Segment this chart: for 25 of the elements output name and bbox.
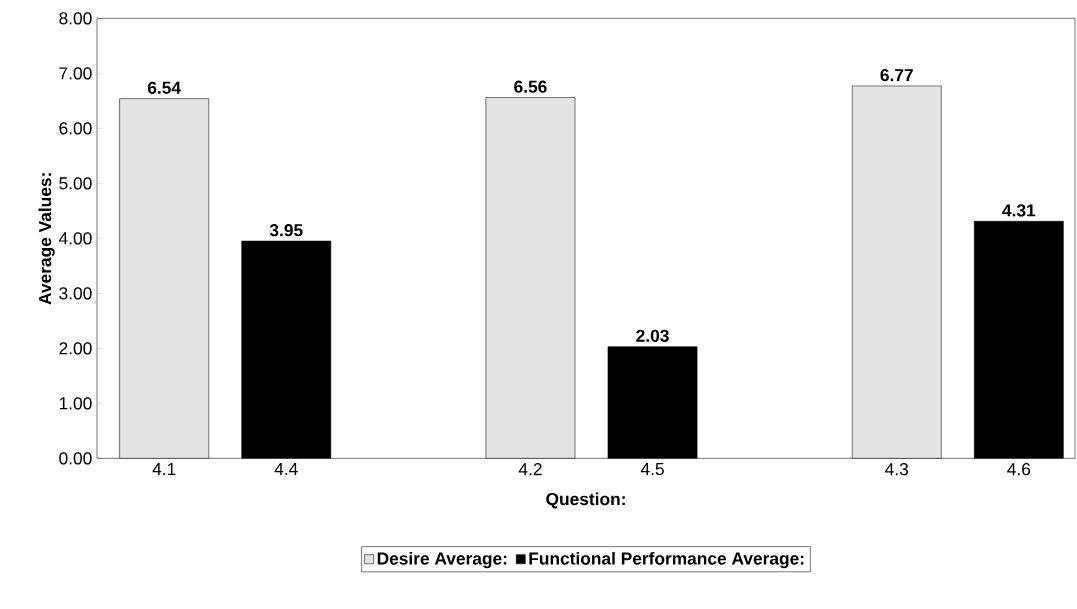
- data-label: 6.77: [880, 68, 913, 82]
- x-axis-title: Question:: [546, 492, 625, 509]
- y-tick-label: 3.00: [59, 287, 92, 300]
- x-tick-label: 4.6: [1007, 463, 1031, 476]
- data-label: 4.31: [1002, 204, 1036, 217]
- y-tick-label: 8.00: [59, 12, 92, 25]
- y-tick-label: 0.00: [59, 452, 92, 465]
- data-label: 2.03: [636, 329, 669, 342]
- x-tick-label: 4.5: [640, 463, 664, 476]
- y-tick-label: 4.00: [58, 232, 92, 245]
- y-tick-label: 1.00: [59, 397, 92, 410]
- x-tick-label: 4.3: [885, 463, 909, 476]
- x-tick-label: 4.1: [152, 463, 176, 475]
- data-label: 3.95: [269, 224, 303, 237]
- legend-label: Functional Performance Average:: [529, 551, 804, 569]
- data-label: 6.54: [147, 81, 181, 94]
- y-tick-label: 2.00: [59, 342, 92, 355]
- x-tick-label: 4.4: [274, 463, 298, 475]
- x-tick-label: 4.2: [518, 463, 542, 476]
- y-tick-label: 7.00: [59, 67, 92, 80]
- legend-label: Desire Average:: [377, 551, 507, 569]
- y-axis-title: Average Values:: [38, 173, 55, 305]
- data-label: 6.56: [514, 80, 547, 93]
- y-tick-label: 5.00: [59, 177, 92, 190]
- y-tick-label: 6.00: [59, 122, 92, 135]
